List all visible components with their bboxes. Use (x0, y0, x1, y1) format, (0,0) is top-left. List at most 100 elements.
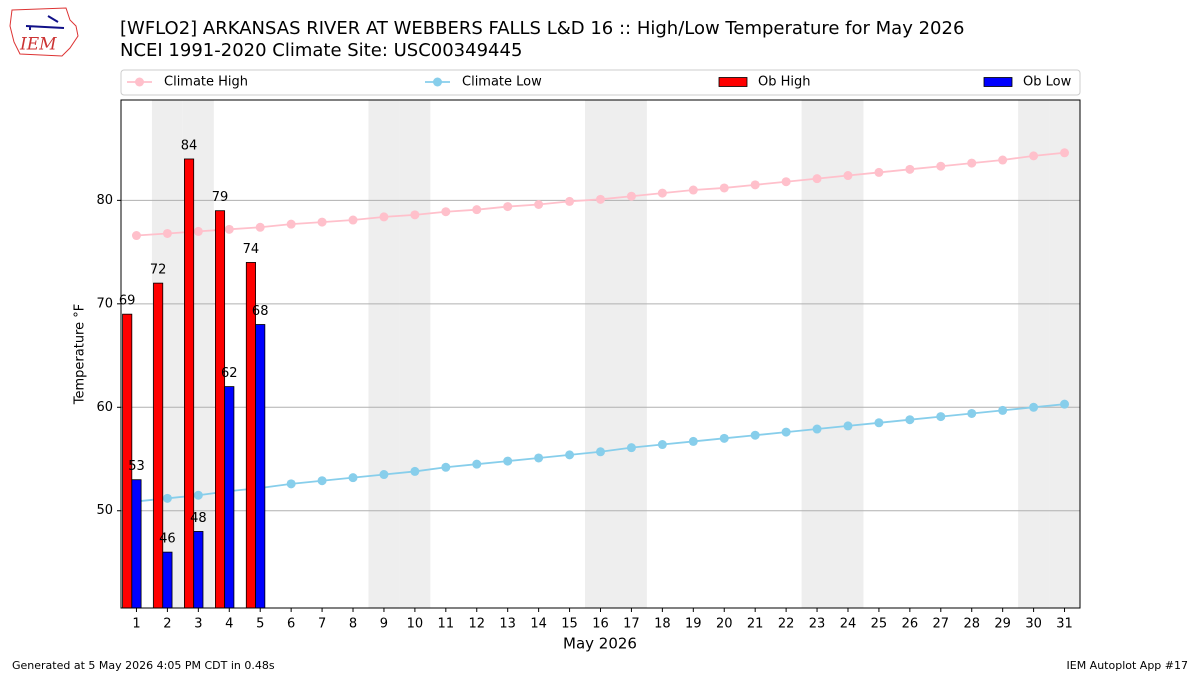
weekend-shade (399, 100, 431, 608)
x-tick-label: 4 (225, 617, 233, 632)
point (905, 415, 915, 425)
point (936, 161, 946, 171)
logo-icon (25, 15, 65, 30)
x-tick-label: 10 (407, 617, 424, 632)
point (1029, 151, 1039, 161)
chart-title: [WFLO2] ARKANSAS RIVER AT WEBBERS FALLS … (120, 18, 964, 39)
point (596, 194, 605, 204)
x-tick-label: 28 (963, 617, 980, 632)
point (472, 205, 482, 215)
point (348, 215, 358, 225)
x-tick-label: 2 (163, 617, 171, 632)
point (781, 427, 791, 437)
x-tick-label: 12 (468, 617, 485, 632)
legend-marker (433, 77, 442, 87)
point (410, 210, 420, 220)
point (193, 226, 203, 236)
point (750, 180, 760, 190)
point (379, 470, 389, 480)
x-tick-label: 26 (902, 617, 919, 632)
point (1060, 148, 1070, 158)
x-axis-label: May 2026 (563, 635, 637, 653)
legend (120, 69, 1081, 96)
x-tick-label: 11 (438, 617, 455, 632)
bar (224, 386, 235, 609)
point (224, 224, 234, 234)
y-tick-label: 70 (96, 296, 113, 311)
footer-left: Generated at 5 May 2026 4:05 PM CDT in 0… (12, 659, 275, 672)
plot-frame (120, 99, 1081, 609)
point (317, 476, 327, 486)
chart-subtitle: NCEI 1991-2020 Climate Site: USC00349445 (120, 40, 522, 61)
point (874, 418, 884, 428)
x-tick-label: 23 (809, 617, 826, 632)
point (750, 430, 760, 440)
point (719, 183, 729, 193)
bar (162, 551, 173, 609)
bar (193, 531, 204, 609)
point (286, 479, 296, 489)
weekend-shade (615, 100, 647, 608)
legend-label: Ob High (758, 75, 811, 90)
point (998, 155, 1008, 165)
point (503, 456, 513, 466)
x-tick-label: 16 (592, 617, 609, 632)
point (936, 412, 946, 422)
x-tick-label: 13 (499, 617, 516, 632)
weekend-shade (1049, 100, 1080, 608)
point (162, 228, 172, 238)
point (1029, 402, 1039, 412)
x-tick-label: 6 (287, 617, 295, 632)
point (596, 447, 605, 457)
weekend-shade (1018, 100, 1050, 608)
point (379, 212, 389, 222)
x-tick-label: 9 (380, 617, 388, 632)
x-tick-label: 30 (1025, 617, 1042, 632)
bar (214, 210, 226, 609)
point (967, 158, 977, 168)
weekend-shade (832, 100, 864, 608)
point (503, 202, 513, 212)
point (998, 405, 1008, 415)
point (688, 436, 698, 446)
point (410, 466, 420, 476)
point (286, 219, 296, 229)
legend-label: Climate High (164, 75, 248, 90)
bar (184, 158, 195, 609)
bar (153, 282, 164, 609)
point (967, 408, 977, 418)
data-label: 68 (252, 304, 269, 319)
data-label: 79 (212, 190, 229, 205)
x-tick-label: 5 (256, 617, 264, 632)
point (657, 188, 667, 198)
point (255, 222, 265, 232)
point (193, 490, 203, 500)
data-label: 48 (190, 511, 207, 526)
point (131, 231, 141, 241)
footer-right: IEM Autoplot App #17 (1067, 659, 1189, 672)
weekend-shade (368, 100, 400, 608)
point (534, 453, 544, 463)
x-tick-label: 29 (994, 617, 1011, 632)
legend-marker (135, 77, 144, 87)
x-tick-label: 21 (747, 617, 764, 632)
point (534, 199, 544, 209)
x-tick-label: 24 (840, 617, 857, 632)
point (781, 177, 791, 187)
y-axis-label: Temperature °F (73, 304, 88, 405)
point (843, 171, 853, 181)
data-label: 53 (128, 459, 145, 474)
bar (131, 479, 142, 609)
point (441, 462, 451, 472)
legend-swatch (718, 77, 748, 87)
point (472, 459, 482, 469)
logo-text: IEM (19, 35, 57, 55)
point (874, 167, 884, 177)
point (1060, 399, 1070, 409)
x-tick-label: 8 (349, 617, 357, 632)
point (626, 443, 636, 453)
x-tick-label: 20 (716, 617, 733, 632)
point (565, 196, 575, 206)
